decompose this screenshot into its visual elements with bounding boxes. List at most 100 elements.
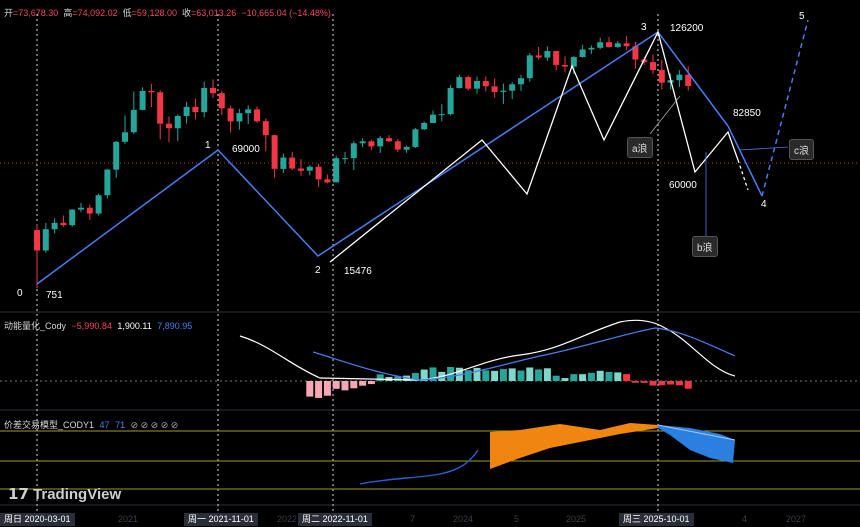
wave-num-2: 2	[315, 265, 321, 276]
osc-bar	[411, 373, 419, 381]
candle-body	[412, 129, 419, 147]
wave-num-4: 4	[761, 199, 767, 210]
candle-body	[350, 143, 357, 159]
price-label-69000: 69000	[232, 144, 260, 155]
osc-bar	[640, 381, 648, 383]
candle-body	[306, 166, 313, 171]
osc-bar	[570, 374, 578, 381]
c-wave-pointer	[739, 146, 789, 151]
candle-body	[315, 166, 322, 180]
osc-bar	[587, 372, 595, 381]
osc-bar	[394, 376, 402, 381]
model-trend-line	[359, 449, 479, 485]
model-blue-area	[658, 425, 735, 463]
candle-body	[201, 87, 208, 113]
candle-body	[632, 46, 639, 60]
tv-logo-text: TradingView	[33, 486, 122, 503]
candle-body	[183, 106, 190, 117]
candles-group	[34, 36, 692, 288]
tv-logo-icon: 𝟭𝟳	[8, 486, 29, 503]
candle-body	[535, 55, 542, 58]
candle-body	[86, 207, 93, 214]
candle-body	[562, 64, 568, 67]
x-axis-dim-3: 2024	[453, 514, 474, 524]
candle-body	[676, 74, 683, 81]
oscillator-histogram	[306, 367, 692, 398]
x-axis-dim-7: 2027	[786, 514, 807, 524]
candle-body	[614, 43, 621, 48]
candle-body	[78, 207, 84, 210]
candle-body	[130, 109, 137, 133]
candle-body	[588, 47, 595, 50]
candle-body	[509, 84, 516, 91]
candle-body	[685, 74, 692, 86]
candle-body	[386, 138, 392, 142]
high-value: =74,092.02	[72, 8, 118, 18]
close-value: =63,013.26	[191, 8, 237, 18]
model-orange-area	[490, 423, 658, 469]
wave-5-projection	[761, 19, 809, 197]
low-label: 低	[122, 8, 132, 18]
osc-bar	[491, 370, 499, 381]
osc-bar	[455, 367, 463, 381]
candle-body	[482, 81, 489, 87]
price-label-82850: 82850	[733, 108, 761, 119]
osc-bar	[667, 381, 675, 385]
osc-bar	[341, 381, 349, 391]
candle-body	[289, 157, 296, 169]
x-axis-dim-0: 2021	[118, 514, 139, 524]
wave-num-3: 3	[641, 22, 647, 33]
osc-bar	[561, 378, 569, 381]
candle-body	[526, 55, 533, 79]
candle-body	[298, 168, 304, 171]
tradingview-logo: 𝟭𝟳 TradingView	[8, 485, 121, 503]
candle-body	[157, 92, 164, 124]
osc-bar	[517, 370, 525, 381]
indicator1-name: 动能量化_Cody	[4, 321, 67, 331]
tag-b-wave: b浪	[692, 236, 718, 257]
osc-bar	[543, 368, 551, 381]
close-label: 收	[181, 8, 191, 18]
osc-fast-line	[239, 319, 736, 381]
candle-body	[597, 42, 604, 48]
osc-bar	[350, 381, 358, 389]
low-value: =59,128.00	[131, 8, 177, 18]
candle-body	[218, 93, 225, 109]
osc-bar	[552, 375, 560, 381]
open-label: 开	[4, 8, 14, 18]
candle-body	[421, 122, 428, 130]
candle-body	[368, 141, 375, 147]
x-axis-label-2021: 周一 2021-11-01	[184, 513, 258, 526]
candle-body	[324, 179, 331, 183]
candle-body	[438, 114, 445, 116]
osc-bar	[649, 381, 657, 386]
tag-a-wave: a浪	[627, 137, 653, 158]
candle-body	[236, 113, 243, 122]
indicator2-name: 价差交易模型_CODY1	[4, 420, 95, 430]
indicator1-title: 动能量化_Cody −5,990.84 1,900.11 7,890.95	[4, 319, 195, 332]
candle-body	[465, 77, 472, 89]
indicator2-v2: 71	[115, 420, 126, 430]
indicator2-icons: ⊘ ⊘ ⊘ ⊘ ⊘	[130, 420, 179, 430]
x-axis-dim-6: 4	[742, 514, 748, 524]
candle-body	[51, 222, 58, 230]
indicator1-v3: 7,890.95	[157, 321, 193, 331]
osc-bar	[684, 381, 692, 389]
osc-bar	[499, 369, 507, 381]
candle-body	[650, 62, 656, 71]
candle-body	[245, 109, 252, 114]
candle-body	[122, 132, 128, 142]
x-axis-dim-4: 5	[514, 514, 520, 524]
candle-body	[69, 209, 76, 226]
candle-body	[148, 90, 155, 93]
osc-bar	[605, 371, 613, 381]
x-axis-dim-1: 2022	[277, 514, 298, 524]
wave-4-leg	[727, 125, 763, 197]
elliott-wave-blue	[36, 30, 729, 285]
candle-body	[342, 158, 348, 160]
candle-body	[192, 106, 199, 113]
candle-body	[227, 108, 234, 122]
osc-bar	[614, 372, 622, 381]
